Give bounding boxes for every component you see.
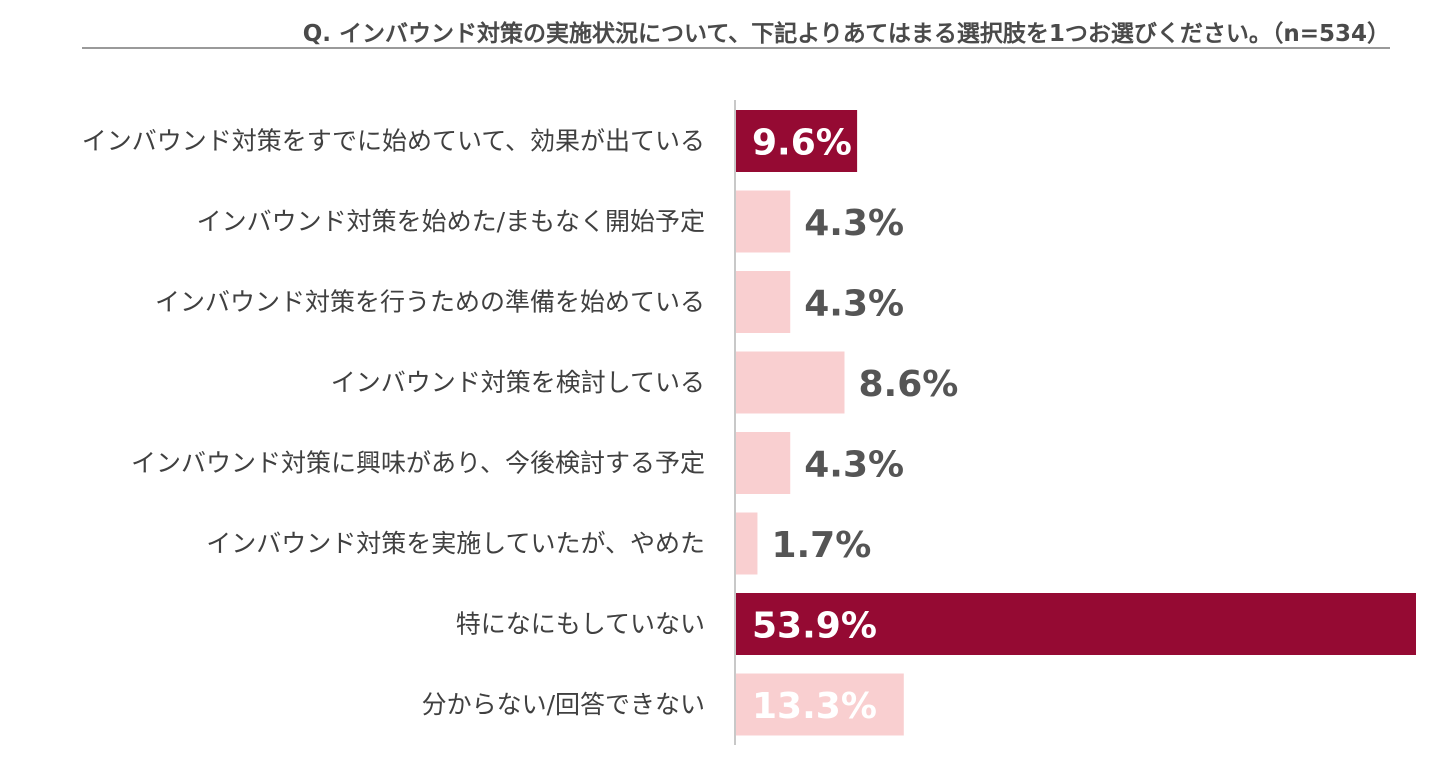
value-label: 9.6% xyxy=(752,123,852,164)
bar xyxy=(736,110,858,172)
category-label: 特になにもしていない xyxy=(456,610,705,639)
value-label: 1.7% xyxy=(771,525,871,566)
category-label: インバウンド対策を実施していたが、やめた xyxy=(206,529,705,558)
bar xyxy=(736,673,904,736)
category-label: 分からない/回答できない xyxy=(422,690,705,719)
bar xyxy=(736,271,791,333)
chart-title: Q. インバウンド対策の実施状況について、下記よりあてはまる選択肢を1つお選びく… xyxy=(302,21,1390,47)
category-label: インバウンド対策をすでに始めていて、効果が出ている xyxy=(82,127,705,156)
value-label: 13.3% xyxy=(752,686,877,727)
category-label: インバウンド対策を行うための準備を始めている xyxy=(155,288,705,317)
value-label: 4.3% xyxy=(804,203,904,244)
value-label: 4.3% xyxy=(804,284,904,325)
value-label: 4.3% xyxy=(804,445,904,486)
bar xyxy=(736,593,1416,655)
title-underline xyxy=(82,47,1390,49)
category-label: インバウンド対策を検討している xyxy=(331,368,705,397)
bar xyxy=(736,512,758,575)
category-label: インバウンド対策を始めた/まもなく開始予定 xyxy=(197,207,705,236)
value-label: 53.9% xyxy=(752,606,877,647)
value-label: 8.6% xyxy=(858,364,958,405)
bar xyxy=(736,351,845,414)
bars-layer: インバウンド対策をすでに始めていて、効果が出ている 9.6% インバウンド対策を始め… xyxy=(82,110,1416,736)
bar xyxy=(736,190,791,253)
category-label: インバウンド対策に興味があり、今後検討する予定 xyxy=(131,449,705,478)
bar xyxy=(736,432,791,494)
